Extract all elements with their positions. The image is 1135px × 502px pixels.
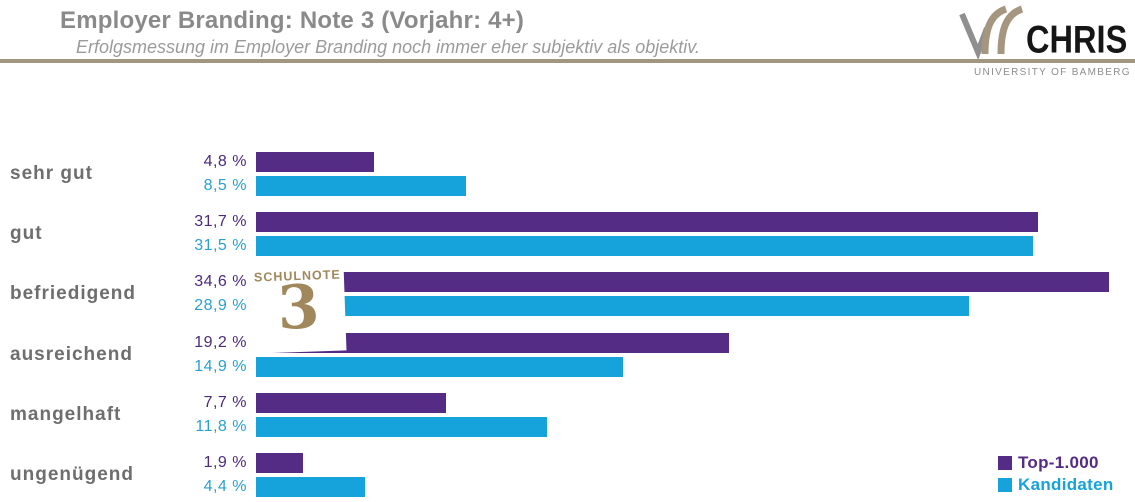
chart-row: ausreichend 19,2 % 14,9 % bbox=[0, 333, 1135, 377]
value-label-kandidaten: 28,9 % bbox=[194, 297, 247, 314]
value-label-top1000: 7,7 % bbox=[203, 394, 247, 411]
bar-kandidaten bbox=[256, 417, 547, 437]
value-label-kandidaten: 4,4 % bbox=[203, 478, 247, 495]
page-subtitle: Erfolgsmessung im Employer Branding noch… bbox=[76, 37, 700, 57]
logo-wordmark: CHRIS bbox=[1026, 18, 1128, 62]
bar-kandidaten bbox=[256, 176, 466, 196]
bar-top1000 bbox=[256, 272, 1109, 292]
value-label-kandidaten: 31,5 % bbox=[194, 237, 247, 254]
stamp-grade: 3 bbox=[276, 272, 321, 344]
header-divider bbox=[0, 59, 1135, 63]
category-label: ausreichend bbox=[10, 344, 133, 365]
logo-university-name: UNIVERSITY OF BAMBERG bbox=[974, 66, 1131, 78]
chart-row: befriedigend 34,6 % 28,9 % bbox=[0, 272, 1135, 316]
category-label: befriedigend bbox=[10, 283, 137, 304]
page-title: Employer Branding: Note 3 (Vorjahr: 4+) bbox=[60, 7, 525, 34]
value-label-top1000: 19,2 % bbox=[194, 334, 247, 351]
category-label: ungenügend bbox=[10, 464, 134, 485]
bar-top1000 bbox=[256, 453, 303, 473]
chart-legend: Top-1.000 Kandidaten bbox=[998, 452, 1114, 496]
category-label: sehr gut bbox=[10, 163, 93, 184]
chart-row: sehr gut 4,8 % 8,5 % bbox=[0, 152, 1135, 196]
bar-kandidaten bbox=[256, 296, 969, 316]
value-label-kandidaten: 8,5 % bbox=[203, 177, 247, 194]
bar-top1000 bbox=[256, 393, 446, 413]
bar-kandidaten bbox=[256, 357, 623, 377]
bar-top1000 bbox=[256, 333, 729, 353]
value-label-kandidaten: 14,9 % bbox=[194, 358, 247, 375]
lss-logo-mark-icon bbox=[959, 5, 1024, 60]
bar-top1000 bbox=[256, 152, 374, 172]
legend-label: Kandidaten bbox=[1018, 475, 1114, 494]
value-label-top1000: 1,9 % bbox=[203, 454, 247, 471]
bar-top1000 bbox=[256, 212, 1038, 232]
schulnote-stamp: SCHULNOTE 3 bbox=[250, 263, 347, 354]
value-label-top1000: 31,7 % bbox=[194, 213, 247, 230]
value-label-kandidaten: 11,8 % bbox=[195, 418, 247, 435]
value-label-top1000: 4,8 % bbox=[203, 153, 247, 170]
legend-item: Kandidaten bbox=[998, 474, 1114, 496]
bar-kandidaten bbox=[256, 236, 1033, 256]
legend-item: Top-1.000 bbox=[998, 452, 1114, 474]
chart-row: mangelhaft 7,7 % 11,8 % bbox=[0, 393, 1135, 437]
bar-kandidaten bbox=[256, 477, 365, 497]
chart-row: gut 31,7 % 31,5 % bbox=[0, 212, 1135, 256]
legend-label: Top-1.000 bbox=[1018, 453, 1099, 472]
value-label-top1000: 34,6 % bbox=[194, 273, 247, 290]
category-label: mangelhaft bbox=[10, 404, 122, 425]
chart-row: ungenügend 1,9 % 4,4 % bbox=[0, 453, 1135, 497]
legend-swatch-icon bbox=[998, 478, 1012, 492]
legend-swatch-icon bbox=[998, 456, 1012, 470]
category-label: gut bbox=[10, 223, 43, 244]
